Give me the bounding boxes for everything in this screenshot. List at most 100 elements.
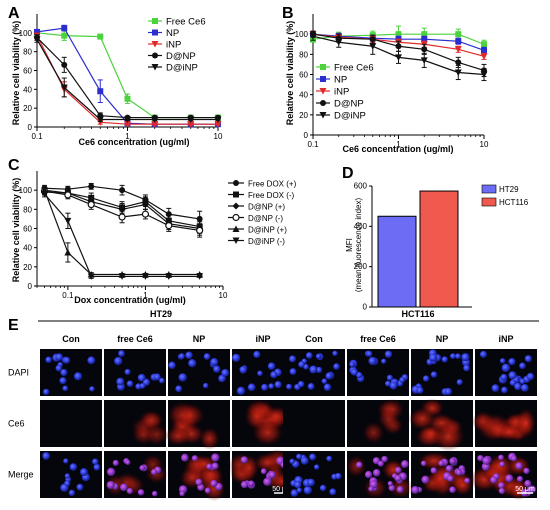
chart-a-point xyxy=(61,32,68,39)
micrograph-nucleus xyxy=(526,372,535,381)
micrograph-nucleus xyxy=(463,364,471,372)
micrograph-nucleus xyxy=(268,383,275,390)
chart-b-point xyxy=(455,38,462,45)
micrograph-nucleus xyxy=(210,358,219,367)
micrograph-nucleus xyxy=(175,385,183,393)
micrograph-nucleus xyxy=(366,350,373,357)
chart-c-point xyxy=(64,191,72,199)
micrograph-nucleus xyxy=(305,352,313,359)
chart-c-point xyxy=(165,222,173,230)
micrograph-nucleus xyxy=(74,372,83,381)
chart-a-legend-label: Free Ce6 xyxy=(166,17,206,28)
micrograph-nucleus xyxy=(195,478,203,486)
micrograph-nucleus xyxy=(499,461,505,468)
micrograph-nucleus xyxy=(388,484,395,492)
chart-c-point xyxy=(64,248,72,256)
micrograph-nucleus xyxy=(323,383,332,391)
micrograph-red-signal xyxy=(345,455,367,478)
micrograph-nucleus xyxy=(191,455,198,462)
chart-c-xtick-label: 10 xyxy=(219,291,228,300)
micrograph-nucleus xyxy=(498,487,505,495)
micrograph-tile xyxy=(283,400,345,447)
micrograph-nucleus xyxy=(257,370,263,377)
chart-b-point xyxy=(421,31,428,38)
chart-c-xtick-label: 1 xyxy=(143,291,148,300)
micrograph-nucleus xyxy=(396,485,404,493)
micrograph-red-signal xyxy=(144,423,169,446)
chart-b: Relative cell viability (%) Ce6 concentr… xyxy=(285,14,489,154)
chart-b-ytick-label: 100 xyxy=(295,30,309,39)
micrograph-nucleus xyxy=(524,355,533,363)
chart-b-legend-marker xyxy=(320,100,326,106)
micrograph-nucleus xyxy=(461,353,470,362)
micrograph-nucleus xyxy=(297,380,305,388)
micrograph-nucleus xyxy=(63,458,69,464)
micrograph-nucleus xyxy=(188,359,197,368)
micrograph-nucleus xyxy=(386,374,393,381)
micrograph-nucleus xyxy=(114,356,123,366)
micrograph-nucleus xyxy=(381,358,387,364)
micrograph-nucleus xyxy=(333,363,340,370)
micrograph-nucleus xyxy=(515,462,523,470)
chart-d-ytick-label: 200 xyxy=(354,262,368,271)
chart-b-xtick-label: 0.1 xyxy=(307,140,319,149)
chart-a-series-line xyxy=(36,32,218,119)
micrograph-nucleus xyxy=(364,470,373,479)
micrograph-red-signal xyxy=(165,426,191,446)
chart-a-legend-marker xyxy=(151,64,159,71)
micrograph-nucleus xyxy=(298,361,305,368)
micrograph-nucleus xyxy=(421,475,430,484)
chart-c-point xyxy=(119,187,126,194)
micrograph-nucleus xyxy=(150,468,158,476)
micrograph-nucleus xyxy=(139,383,146,389)
micrograph-nucleus xyxy=(319,484,327,492)
micrograph-nucleus xyxy=(508,358,516,366)
micrograph-nucleus xyxy=(274,380,282,389)
micrograph-nucleus xyxy=(516,475,524,482)
chart-b-ytick-label: 0 xyxy=(304,131,309,140)
micrograph-nucleus xyxy=(399,376,406,383)
micrograph-nucleus xyxy=(303,485,312,495)
micrograph-nucleus xyxy=(55,364,63,372)
micrograph-nucleus xyxy=(307,478,315,487)
chart-c-xtick-label: 0.1 xyxy=(62,291,74,300)
chart-b-point xyxy=(480,71,488,78)
micrograph-nucleus xyxy=(289,355,297,363)
micrograph-nucleus xyxy=(444,387,452,396)
chart-c-legend-marker xyxy=(232,225,240,232)
chart-c-legend-marker xyxy=(232,237,240,244)
chart-b-point xyxy=(369,43,377,50)
micrograph-nucleus xyxy=(455,353,461,360)
chart-c-point xyxy=(141,273,149,280)
micrograph-nucleus xyxy=(307,383,315,390)
micrograph-nucleus xyxy=(42,452,51,460)
chart-c-point xyxy=(88,183,95,190)
micrograph-nucleus xyxy=(178,373,187,382)
micrograph-nucleus xyxy=(394,466,402,474)
chart-b-point xyxy=(421,36,428,43)
chart-b-legend-marker xyxy=(319,88,327,95)
micrograph-nucleus xyxy=(477,454,484,462)
chart-a-point xyxy=(96,116,104,123)
micrograph-nucleus xyxy=(387,480,393,487)
micrograph-nucleus xyxy=(213,365,221,373)
chart-a-point xyxy=(60,84,68,91)
micrograph-nucleus xyxy=(263,477,272,486)
micrograph-nucleus xyxy=(422,375,430,382)
micrograph-nucleus xyxy=(69,463,78,471)
chart-b-point xyxy=(481,47,487,54)
micrograph-nucleus xyxy=(168,361,176,370)
micrograph-nucleus xyxy=(309,365,318,374)
micrograph-nucleus xyxy=(294,481,302,489)
micrograph-nucleus xyxy=(499,358,506,364)
micrograph-nucleus xyxy=(185,351,193,359)
micrograph-nucleus xyxy=(464,477,471,484)
chart-b-ytick-label: 20 xyxy=(299,111,308,120)
micrograph-nucleus xyxy=(445,465,453,472)
micrograph-nucleus xyxy=(394,474,402,482)
chart-d-legend-label: HT29 xyxy=(499,185,519,194)
micrograph-nucleus xyxy=(420,460,427,467)
micrograph-nucleus xyxy=(211,462,219,470)
micrograph-nucleus xyxy=(153,373,161,381)
micrograph-column-label: free Ce6 xyxy=(360,334,396,344)
